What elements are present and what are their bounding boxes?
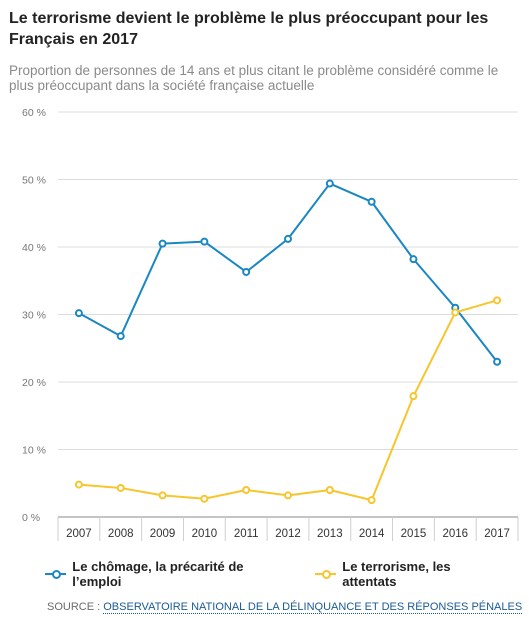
series-line [78,182,498,363]
legend-item-chomage[interactable]: Le chômage, la précarité de l’emploi [45,559,289,589]
source-link[interactable]: OBSERVATOIRE NATIONAL DE LA DÉLINQUANCE … [103,601,523,614]
data-point[interactable] [242,486,251,494]
x-tick-label: 2015 [401,528,427,540]
data-point[interactable] [74,480,83,489]
x-tick-label: 2007 [66,528,92,540]
x-tick-label: 2017 [484,528,510,540]
legend-label-chomage: Le chômage, la précarité de l’emploi [72,559,244,589]
y-tick-label: 0 % [22,512,40,524]
data-point[interactable] [74,309,83,318]
data-point[interactable] [200,237,209,246]
y-tick-label: 50 % [22,175,46,187]
legend: Le chômage, la précarité de l’emploi Le … [45,559,529,589]
legend-swatch-chomage [45,569,67,579]
x-axis-ticks: 2007 2008 2009 2010 2011 2012 2013 2014 2015 2016… [66,528,510,540]
x-tick-label: 2013 [317,528,343,540]
y-tick-label: 10 % [22,445,46,457]
data-point[interactable] [451,308,460,317]
legend-item-terrorisme[interactable]: Le terrorisme, les attentats [314,559,503,589]
data-point[interactable] [284,491,292,500]
y-tick-label: 20 % [22,377,46,389]
x-tick-label: 2014 [359,528,385,540]
data-point[interactable] [367,496,376,505]
y-tick-label: 60 % [22,107,46,119]
series-lines [74,179,502,505]
data-point[interactable] [158,491,167,500]
data-point[interactable] [158,239,167,248]
chart-title: Le terrorisme devient le problème le plu… [9,10,489,48]
data-point[interactable] [493,357,502,366]
series-0 [74,179,502,366]
x-tick-label: 2012 [275,528,301,540]
x-tick-label: 2010 [192,528,218,540]
y-tick-label: 40 % [22,242,46,254]
x-tick-label: 2008 [108,528,134,540]
grid-lines [57,111,519,541]
legend-swatch-terrorisme [314,569,337,579]
data-point[interactable] [325,179,334,188]
x-tick-label: 2011 [234,528,259,540]
data-point[interactable] [284,234,292,243]
data-point[interactable] [409,392,418,401]
line-chart: 0 % 10 % 20 % 30 % 40 % 50 % 60 % 2007 2008 2009… [22,107,519,541]
data-point[interactable] [242,267,251,276]
data-point[interactable] [200,494,209,503]
data-point[interactable] [409,255,418,264]
source-note: SOURCE : OBSERVATOIRE NATIONAL DE LA DÉL… [47,601,523,614]
data-point[interactable] [325,486,334,494]
chart-subtitle: Proportion de personnes de 14 ans et plu… [9,63,499,93]
series-1 [74,296,502,505]
data-point[interactable] [367,197,376,206]
y-axis-ticks: 0 % 10 % 20 % 30 % 40 % 50 % 60 % [22,107,46,524]
data-point[interactable] [116,483,125,492]
data-point[interactable] [116,332,125,341]
x-tick-label: 2016 [442,528,468,540]
data-point[interactable] [493,296,502,305]
source-label: SOURCE : [47,601,101,613]
y-tick-label: 30 % [22,310,46,322]
series-line [78,299,498,502]
x-tick-label: 2009 [150,528,176,540]
legend-label-terrorisme: Le terrorisme, les attentats [342,559,451,589]
